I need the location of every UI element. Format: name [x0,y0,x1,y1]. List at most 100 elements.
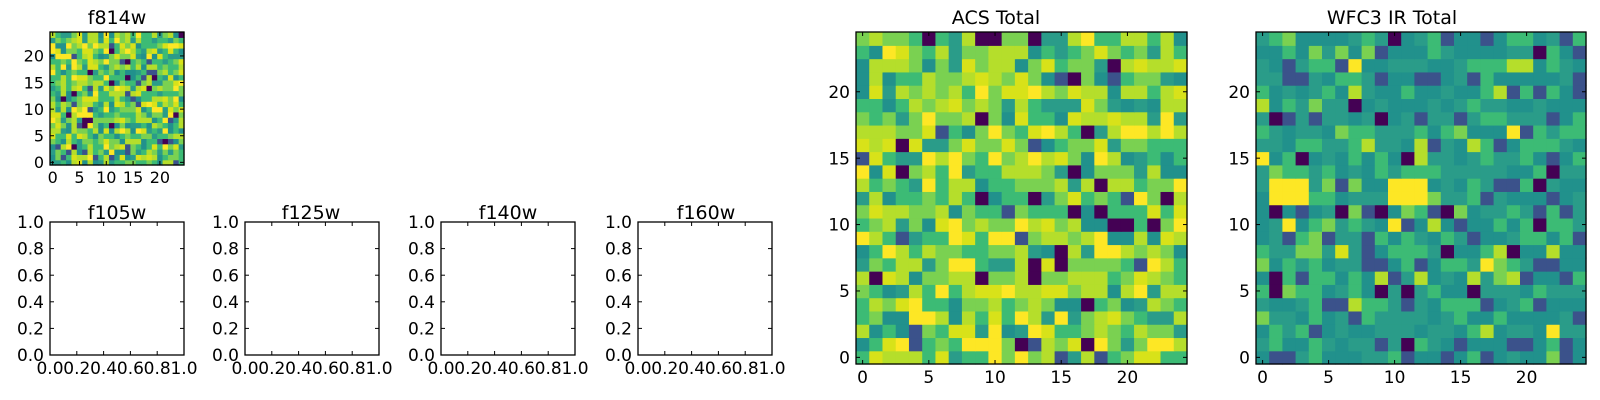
heatmap-cell [1160,164,1175,179]
heatmap-cell [1414,324,1429,339]
heatmap-cell [1054,151,1069,166]
heatmap-cell [98,37,105,44]
heatmap-cell [162,42,169,49]
heatmap-cell [173,149,180,155]
heatmap-cell [125,47,131,54]
heatmap-cell [162,63,169,70]
heatmap-cell [1414,111,1429,126]
heatmap-cell [1001,284,1016,299]
heatmap-cell [1493,191,1508,206]
x-tick-label: 1.0 [170,359,197,379]
heatmap-cell [98,111,105,118]
heatmap-cell [1493,124,1508,139]
heatmap-cell [1107,178,1122,192]
heatmap-cell [1256,151,1270,166]
heatmap-cell [98,85,105,92]
heatmap-cell [119,42,126,49]
heatmap-cell [1520,310,1534,325]
heatmap-cell [1028,284,1042,299]
heatmap-cell [82,32,89,38]
heatmap-cell [935,350,950,365]
y-tick-label: 5 [1239,282,1250,302]
heatmap-cell [1014,297,1029,312]
heatmap-cell [1506,32,1521,46]
heatmap-cell [1572,257,1587,272]
heatmap-cell [1348,310,1363,325]
heatmap-cell [1427,350,1442,365]
heatmap-cell [1295,271,1310,285]
heatmap-cell [60,159,67,166]
heatmap-cell [1388,337,1402,352]
heatmap-cell [1028,151,1042,166]
heatmap-cell [1173,191,1188,206]
heatmap-cell [1028,164,1042,179]
heatmap-cell [1361,151,1376,166]
heatmap-cell [895,71,910,86]
heatmap-cell [856,45,870,60]
heatmap-cell [130,127,137,134]
title-f814w: f814w [88,7,147,29]
heatmap-cell [1506,310,1521,325]
heatmap-cell [1173,71,1188,86]
heatmap-cell [71,106,78,113]
heatmap-cell [869,178,884,192]
heatmap-cell [1467,124,1481,139]
heatmap-cell [87,42,94,49]
heatmap-cell [60,63,67,70]
heatmap-cell [1388,257,1402,272]
heatmap-cell [1173,297,1188,312]
heatmap-cell [151,85,158,92]
heatmap-cell [1454,324,1468,339]
heatmap-cell [167,138,174,145]
heatmap-cell [1256,191,1270,206]
heatmap-cell [60,32,67,38]
heatmap-cell [1256,217,1270,232]
x-tick-label: 0.8 [732,359,759,379]
heatmap-cell [1041,151,1056,166]
heatmap-cell [1374,217,1389,232]
heatmap-cell [1308,191,1323,206]
heatmap-cell [1467,85,1481,99]
heatmap-cell [869,45,884,60]
heatmap-cell [103,69,110,76]
heatmap-cell [1014,151,1029,166]
heatmap-cell [1134,231,1148,246]
heatmap-cell [66,79,73,86]
heatmap-cell [1120,350,1135,365]
heatmap-cell [922,284,937,299]
heatmap-cell [1414,271,1429,285]
heatmap-cell [961,271,976,285]
heatmap-cell [988,138,1003,153]
heatmap-cell [1546,271,1561,285]
heatmap-cell [1493,151,1508,166]
heatmap-cell [1506,111,1521,126]
heatmap-cell [869,124,884,139]
heatmap-cell [1282,350,1297,365]
heatmap-cell [922,350,937,365]
heatmap-cell [55,63,62,70]
heatmap-cell [98,63,105,70]
heatmap-cell [173,133,180,139]
heatmap-cell [1322,337,1336,352]
y-tick-label: 15 [1228,149,1250,169]
heatmap-cell [103,79,110,86]
heatmap-cell [82,106,89,113]
x-tick-label: 20 [1516,368,1538,388]
heatmap-cell [1081,71,1095,86]
heatmap-cell [1067,111,1082,126]
heatmap-cell [1094,231,1109,246]
x-tick-label: 10 [96,168,116,187]
heatmap-cell [66,58,73,65]
heatmap-cell [141,133,148,139]
heatmap-cell [1041,32,1056,46]
heatmap-cell [119,69,126,76]
heatmap-cell [935,337,950,352]
heatmap-cell [1348,257,1363,272]
heatmap-cell [975,284,989,299]
heatmap-cell [1067,151,1082,166]
heatmap-cell [66,37,73,44]
heatmap-cell [935,138,950,153]
axes-frame [1255,31,1587,365]
heatmap-cell [1028,217,1042,232]
heatmap-cell [1322,124,1336,139]
